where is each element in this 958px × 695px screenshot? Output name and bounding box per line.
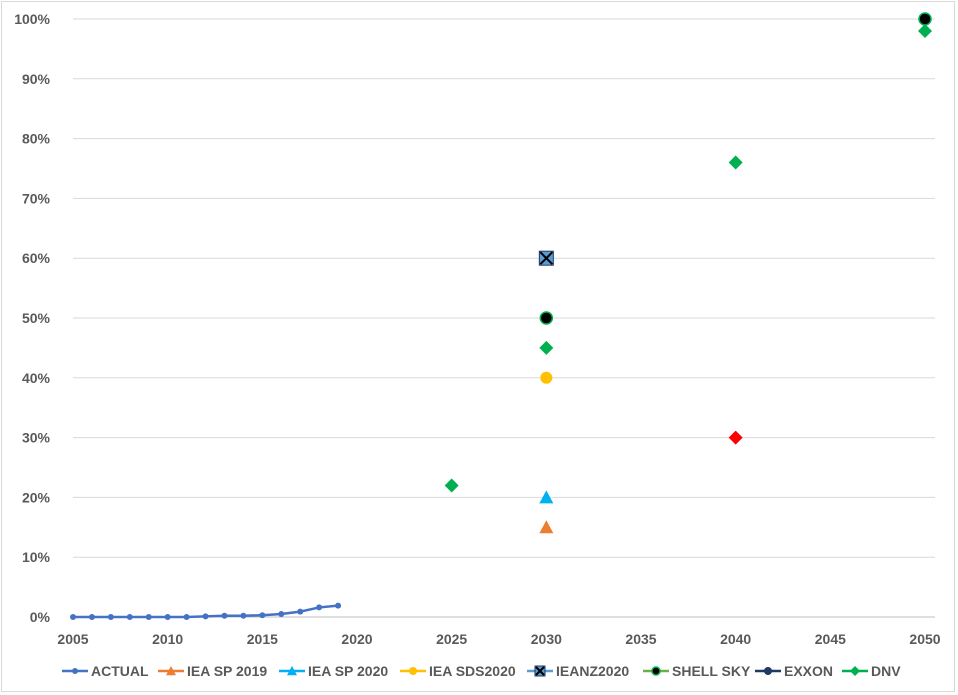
x-tick-label: 2015 <box>247 631 278 647</box>
data-point <box>164 614 171 620</box>
data-point-cross <box>539 251 554 265</box>
legend-item-actual: ACTUAL <box>62 663 149 679</box>
data-point <box>107 614 114 620</box>
legend-marker <box>850 666 860 676</box>
data-point <box>259 612 266 619</box>
legend-marker <box>651 666 661 676</box>
legend-label: IEA SDS2020 <box>429 663 516 679</box>
series-actual <box>70 602 342 620</box>
x-tick-label: 2035 <box>625 631 656 647</box>
legend-marker <box>409 667 417 675</box>
legend-label: SHELL SKY <box>672 663 751 679</box>
series-layer <box>70 12 932 620</box>
x-tick-label: 2040 <box>720 631 751 647</box>
legend-label: IEANZ2020 <box>556 663 629 679</box>
legend-label: DNV <box>871 663 901 679</box>
legend-item-shell-sky: SHELL SKY <box>643 663 751 679</box>
data-point <box>728 430 743 445</box>
data-point <box>335 602 342 609</box>
data-point <box>444 478 459 493</box>
legend-label: IEA SP 2019 <box>187 663 267 679</box>
data-point <box>70 614 76 620</box>
data-point <box>539 520 554 534</box>
data-point <box>240 612 247 619</box>
series-dnv <box>444 23 932 493</box>
series-iea-sds2020 <box>540 371 553 384</box>
data-point <box>539 311 554 325</box>
series-iea-sp-2019 <box>539 520 554 534</box>
axis-layer: 0% 10% 20% 30% 40% 50% 60% 70% 80% 90% 100% 2005 201… <box>14 11 941 647</box>
data-point <box>278 611 285 618</box>
legend-marker <box>72 668 78 674</box>
extra-point-group <box>728 430 743 445</box>
y-tick-label: 10% <box>22 549 51 565</box>
y-tick-label: 90% <box>22 71 51 87</box>
data-point <box>918 12 932 26</box>
data-point <box>221 612 228 619</box>
x-tick-label: 2030 <box>531 631 562 647</box>
legend-item-exxon: EXXON <box>755 663 833 679</box>
data-point <box>145 614 152 620</box>
data-point <box>316 604 323 611</box>
legend-item-iea-sp-2020: IEA SP 2020 <box>279 663 388 679</box>
y-tick-label: 80% <box>22 131 51 147</box>
legend-label: ACTUAL <box>91 663 149 679</box>
legend-marker <box>287 666 297 676</box>
data-point <box>88 614 95 620</box>
legend-item-iea-sds2020: IEA SDS2020 <box>400 663 516 679</box>
y-tick-label: 100% <box>14 11 50 27</box>
grid-layer <box>73 18 935 558</box>
legend-marker <box>166 666 176 676</box>
y-tick-label: 20% <box>22 489 51 505</box>
x-tick-label: 2005 <box>57 631 88 647</box>
x-tick-label: 2050 <box>909 631 940 647</box>
y-tick-label: 40% <box>22 370 51 386</box>
x-tick-label: 2010 <box>152 631 183 647</box>
data-point <box>202 613 209 620</box>
data-point <box>918 23 932 38</box>
legend-label: IEA SP 2020 <box>308 663 388 679</box>
legend: ACTUAL IEA SP 2019 IEA SP 2020 IEA SDS2020 I… <box>62 663 901 679</box>
data-point <box>539 340 554 355</box>
legend-item-dnv: DNV <box>842 663 901 679</box>
x-tick-label: 2045 <box>815 631 846 647</box>
data-point <box>297 608 304 615</box>
data-point <box>728 155 743 170</box>
data-point <box>183 614 190 620</box>
legend-item-iea-sp-2019: IEA SP 2019 <box>158 663 267 679</box>
data-point <box>540 371 553 384</box>
data-point <box>126 614 133 620</box>
x-tick-label: 2025 <box>436 631 467 647</box>
y-tick-label: 0% <box>30 609 51 625</box>
x-tick-label: 2020 <box>341 631 372 647</box>
legend-marker <box>764 667 772 675</box>
legend-label: EXXON <box>784 663 833 679</box>
y-tick-label: 30% <box>22 430 51 446</box>
y-tick-label: 70% <box>22 190 51 206</box>
series-ieanz2020 <box>538 250 554 266</box>
y-tick-label: 50% <box>22 310 51 326</box>
y-tick-label: 60% <box>22 250 51 266</box>
series-iea-sp-2020 <box>539 490 554 504</box>
legend-item-ieanz2020: IEANZ2020 <box>527 663 629 679</box>
legend-marker-cross <box>535 666 545 676</box>
data-point <box>539 490 554 504</box>
